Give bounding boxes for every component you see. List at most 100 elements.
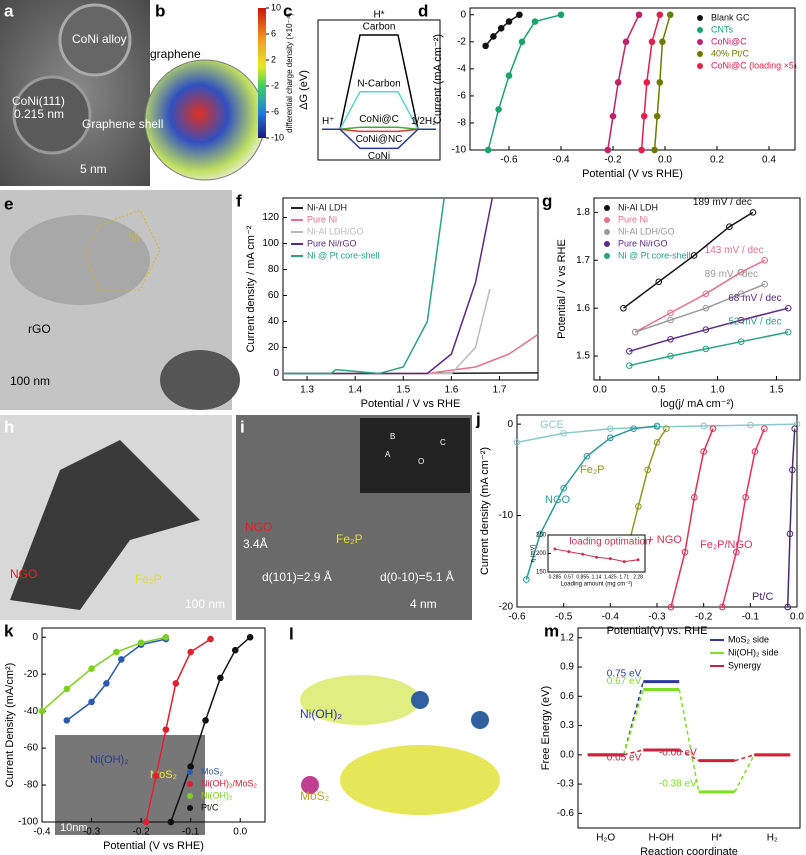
data-point bbox=[737, 316, 745, 324]
x-tick-label: -0.4 bbox=[33, 827, 51, 838]
data-point bbox=[667, 335, 674, 343]
panel-letter: j bbox=[475, 409, 481, 428]
data-point bbox=[749, 209, 757, 216]
series-line bbox=[607, 14, 640, 151]
data-point bbox=[655, 278, 663, 286]
curve-label: Fe₂P/NGO bbox=[700, 539, 753, 551]
y-tick-label: 1.7 bbox=[576, 255, 590, 266]
x-tick-label: 0.5 bbox=[652, 385, 666, 396]
data-point bbox=[614, 79, 622, 86]
legend-marker bbox=[697, 39, 703, 45]
data-point bbox=[505, 72, 513, 79]
y-tick-label: 0 bbox=[507, 419, 513, 430]
data-point bbox=[607, 425, 614, 433]
inset-point bbox=[567, 550, 571, 554]
panel-letter: a bbox=[4, 1, 14, 20]
image-annotation: Ni(OH)₂ bbox=[300, 707, 342, 721]
data-point bbox=[162, 726, 170, 733]
panel-letter: k bbox=[4, 621, 14, 640]
data-point bbox=[747, 421, 754, 429]
plot-frame bbox=[41, 627, 266, 823]
data-point bbox=[626, 362, 633, 369]
image-annotation: Fe₂P bbox=[336, 532, 363, 546]
y-tick-label: -6 bbox=[457, 91, 466, 102]
inset-x-tick-label: 0.57 bbox=[564, 574, 574, 580]
y-tick-label: -0.6 bbox=[557, 808, 575, 819]
inset-x-tick-label: 1.14 bbox=[592, 574, 602, 580]
data-point bbox=[635, 503, 642, 510]
level-label: CoNi@C bbox=[359, 114, 399, 125]
x-tick-label: 0.4 bbox=[762, 155, 776, 166]
data-point bbox=[726, 223, 733, 231]
data-point bbox=[484, 146, 492, 154]
legend-marker bbox=[697, 15, 703, 21]
series-line bbox=[525, 425, 658, 580]
particle bbox=[58, 3, 132, 77]
data-point bbox=[516, 11, 523, 19]
data-point bbox=[231, 646, 239, 654]
image-annotation: 100 nm bbox=[10, 374, 50, 388]
data-point bbox=[638, 146, 645, 154]
image-annotation: B bbox=[390, 432, 395, 441]
image-annotation: 0.215 nm bbox=[14, 107, 64, 121]
colorbar-tick-label: -6 bbox=[271, 106, 279, 116]
legend-label: Ni(OH)₂/MoS₂ bbox=[201, 778, 257, 788]
data-point bbox=[690, 252, 698, 259]
legend-label: 40% Pt/C bbox=[711, 48, 750, 58]
legend-marker bbox=[697, 51, 703, 57]
x-tick-label: 1.3 bbox=[300, 385, 314, 396]
energy-path bbox=[322, 128, 436, 150]
inset-point bbox=[636, 558, 640, 562]
top-label: H* bbox=[373, 10, 384, 21]
data-point bbox=[187, 648, 194, 656]
y-axis-label: Potential / V vs RHE bbox=[556, 239, 568, 339]
data-point bbox=[667, 316, 674, 324]
x-tick-label: -0.2 bbox=[604, 155, 622, 166]
image-annotation: CoNi alloy bbox=[72, 32, 127, 46]
data-point bbox=[560, 429, 567, 437]
inset-x-tick-label: 0.855 bbox=[576, 574, 589, 580]
data-point bbox=[761, 280, 768, 288]
x-tick-label: -0.2 bbox=[695, 612, 713, 623]
inset-point bbox=[581, 552, 585, 556]
data-point bbox=[751, 448, 759, 455]
y-axis-label: Current density (mA cm⁻²) bbox=[479, 447, 491, 575]
legend-label: Ni(OH)₂ bbox=[201, 790, 233, 800]
x-axis-label: log(j/ mA cm⁻²) bbox=[660, 398, 734, 410]
data-point bbox=[490, 33, 497, 40]
data-point bbox=[702, 345, 710, 353]
data-point bbox=[152, 772, 160, 780]
data-point bbox=[702, 290, 710, 298]
data-point bbox=[604, 146, 612, 154]
data-point bbox=[635, 11, 643, 19]
series-line bbox=[629, 331, 789, 367]
data-point bbox=[505, 18, 513, 25]
level-label: Carbon bbox=[363, 22, 396, 33]
data-point bbox=[719, 603, 726, 611]
image-annotation: d(101)=2.9 Å bbox=[262, 569, 332, 584]
series-line bbox=[487, 14, 562, 151]
connector bbox=[678, 749, 700, 762]
data-point bbox=[737, 338, 745, 345]
x-tick-label: H₂O bbox=[596, 833, 615, 844]
data-point bbox=[557, 11, 565, 19]
legend-label: CoNi@C (loading ×5) bbox=[711, 60, 797, 70]
x-tick-label: -0.3 bbox=[83, 827, 101, 838]
image-annotation: 4 nm bbox=[410, 597, 437, 611]
colorbar bbox=[258, 8, 266, 138]
series-line bbox=[622, 211, 754, 309]
slope-label: 143 mV / dec bbox=[705, 245, 764, 256]
legend-label: MoS₂ bbox=[201, 766, 224, 776]
y-tick-label: 1.6 bbox=[576, 303, 590, 314]
legend-label: Ni-Al LDH/GO bbox=[618, 226, 675, 236]
level-label: CoNi bbox=[368, 151, 390, 162]
data-point bbox=[651, 146, 658, 154]
legend-marker bbox=[187, 793, 193, 799]
data-point bbox=[626, 347, 633, 355]
value-label: -0.06 eV bbox=[659, 747, 697, 758]
series-line bbox=[670, 428, 714, 608]
x-tick-label: -0.2 bbox=[132, 827, 150, 838]
inset-frame bbox=[547, 534, 646, 573]
data-point bbox=[187, 763, 194, 770]
data-point bbox=[702, 304, 710, 312]
